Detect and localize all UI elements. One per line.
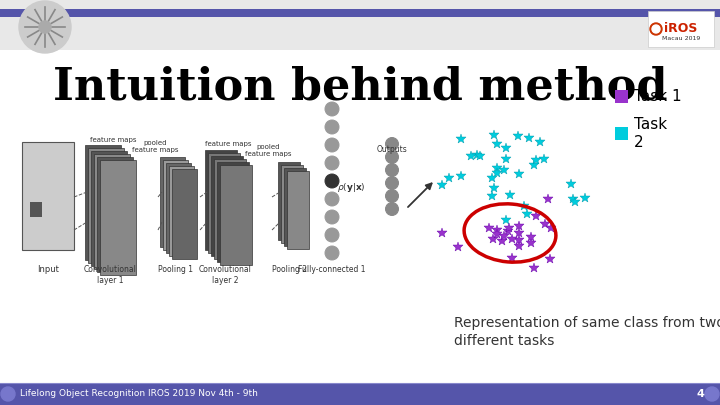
FancyBboxPatch shape <box>172 169 197 259</box>
Circle shape <box>385 177 398 190</box>
FancyBboxPatch shape <box>220 165 252 265</box>
Text: Lifelong Object Recognition IROS 2019 Nov 4th - 9th: Lifelong Object Recognition IROS 2019 No… <box>20 390 258 399</box>
Circle shape <box>385 202 398 215</box>
FancyBboxPatch shape <box>88 148 124 263</box>
Circle shape <box>385 138 398 151</box>
FancyBboxPatch shape <box>205 150 237 250</box>
Circle shape <box>385 151 398 164</box>
FancyBboxPatch shape <box>166 163 191 253</box>
Circle shape <box>705 387 719 401</box>
Text: Intuition behind method: Intuition behind method <box>53 66 667 109</box>
Text: 4: 4 <box>696 389 704 399</box>
FancyBboxPatch shape <box>281 165 303 243</box>
FancyBboxPatch shape <box>217 162 249 262</box>
Text: Outputs: Outputs <box>377 145 408 154</box>
FancyBboxPatch shape <box>100 160 136 275</box>
Text: feature maps: feature maps <box>205 141 251 147</box>
FancyBboxPatch shape <box>30 202 42 217</box>
FancyBboxPatch shape <box>97 157 133 272</box>
Text: feature maps: feature maps <box>90 137 137 143</box>
Text: $\rho(\mathbf{y}|\mathbf{x})$: $\rho(\mathbf{y}|\mathbf{x})$ <box>337 181 366 194</box>
FancyBboxPatch shape <box>208 153 240 253</box>
Text: pooled
feature maps: pooled feature maps <box>245 143 292 157</box>
Circle shape <box>325 102 339 116</box>
Circle shape <box>385 190 398 202</box>
Circle shape <box>325 192 339 206</box>
Circle shape <box>325 138 339 152</box>
Text: Task
2: Task 2 <box>634 117 667 150</box>
FancyBboxPatch shape <box>287 171 309 249</box>
FancyBboxPatch shape <box>85 145 121 260</box>
FancyBboxPatch shape <box>284 168 306 246</box>
FancyBboxPatch shape <box>211 156 243 256</box>
Circle shape <box>652 25 660 33</box>
Text: Input: Input <box>37 265 59 274</box>
FancyBboxPatch shape <box>0 383 720 405</box>
Text: Convolutional
layer 2: Convolutional layer 2 <box>199 265 251 285</box>
FancyBboxPatch shape <box>163 160 188 250</box>
Text: Convolutional
layer 1: Convolutional layer 1 <box>84 265 136 285</box>
FancyBboxPatch shape <box>0 0 720 50</box>
FancyBboxPatch shape <box>91 151 127 266</box>
Circle shape <box>325 174 339 188</box>
Circle shape <box>325 210 339 224</box>
Circle shape <box>19 1 71 53</box>
FancyBboxPatch shape <box>0 9 720 17</box>
Text: Fully-connected 1: Fully-connected 1 <box>298 265 366 274</box>
Text: Representation of same class from two
different tasks: Representation of same class from two di… <box>454 316 720 348</box>
Text: Pooling 1: Pooling 1 <box>158 265 192 274</box>
FancyBboxPatch shape <box>94 154 130 269</box>
Circle shape <box>325 120 339 134</box>
FancyBboxPatch shape <box>22 142 74 250</box>
FancyBboxPatch shape <box>169 166 194 256</box>
Text: Macau 2019: Macau 2019 <box>662 36 700 41</box>
Circle shape <box>325 228 339 242</box>
Circle shape <box>650 23 662 35</box>
Circle shape <box>39 21 51 33</box>
Circle shape <box>1 387 15 401</box>
Text: Task 1: Task 1 <box>634 89 682 104</box>
Text: pooled
feature maps: pooled feature maps <box>132 139 179 153</box>
FancyBboxPatch shape <box>648 11 714 47</box>
FancyBboxPatch shape <box>615 127 628 140</box>
Text: Pooling 2: Pooling 2 <box>272 265 307 274</box>
FancyBboxPatch shape <box>615 90 628 103</box>
Circle shape <box>325 246 339 260</box>
Circle shape <box>325 156 339 170</box>
Circle shape <box>385 164 398 177</box>
Text: iROS: iROS <box>665 23 698 36</box>
FancyBboxPatch shape <box>278 162 300 240</box>
FancyBboxPatch shape <box>160 157 185 247</box>
FancyBboxPatch shape <box>214 159 246 259</box>
